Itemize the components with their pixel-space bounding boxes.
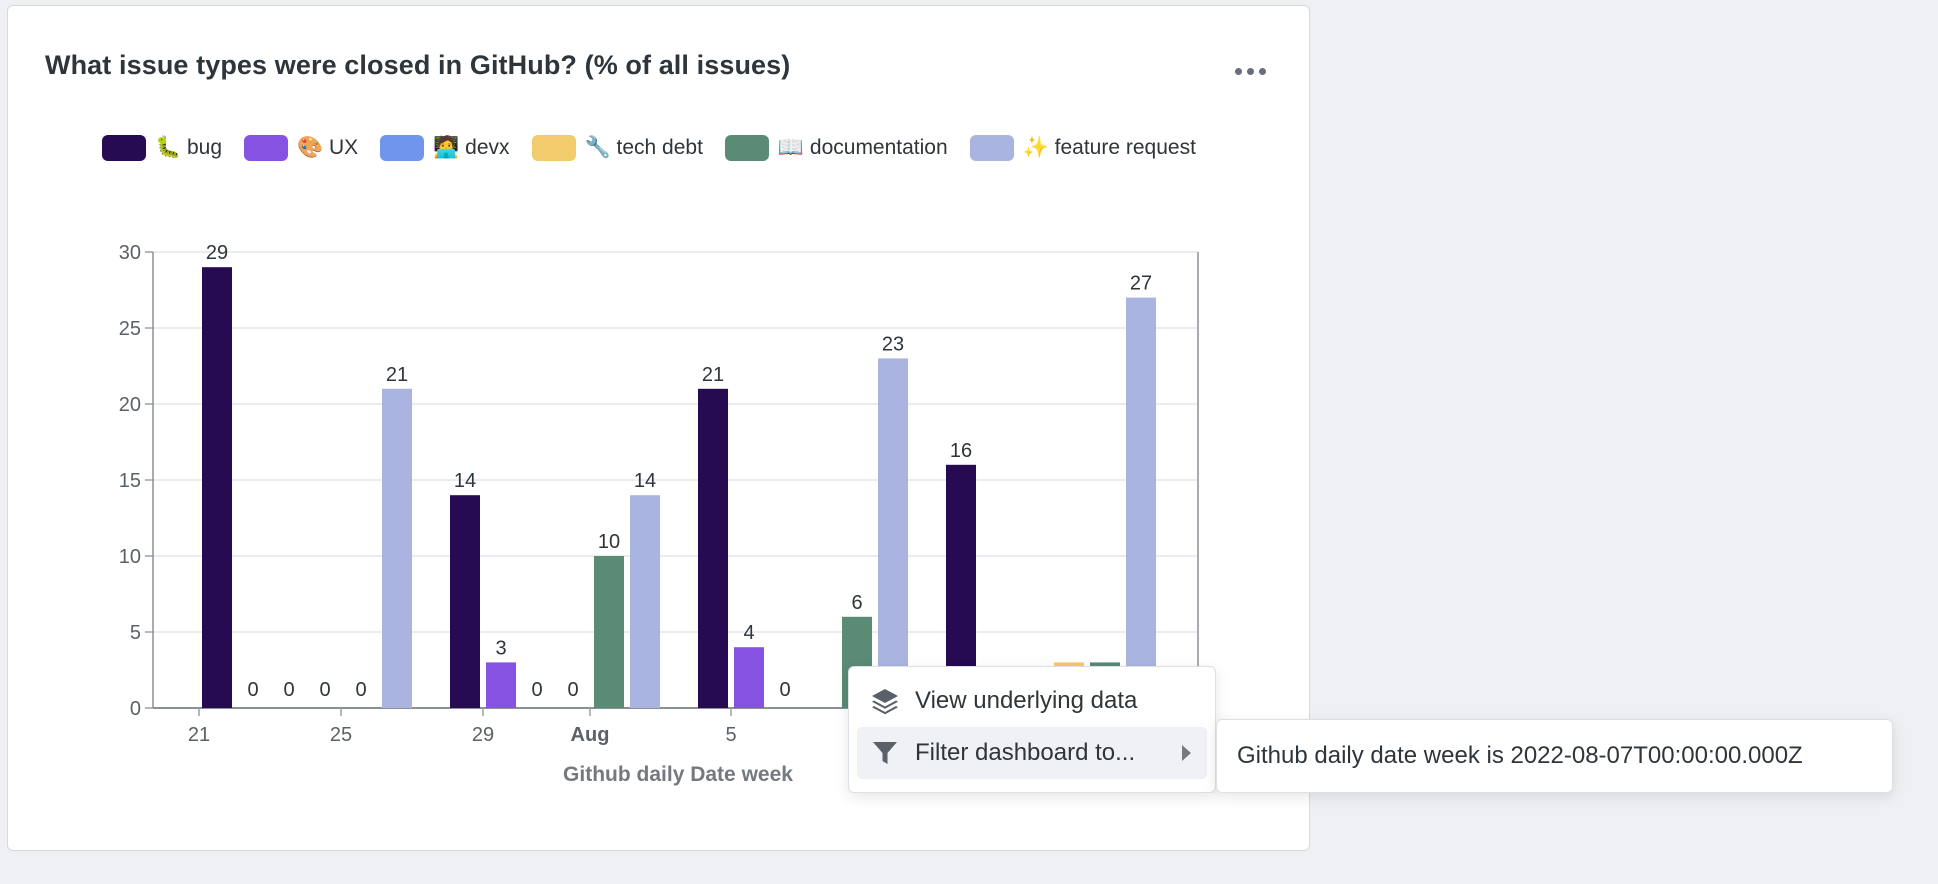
legend-item[interactable]: 🎨 UX xyxy=(244,135,358,161)
legend-label: 📖 documentation xyxy=(777,136,948,159)
funnel-icon xyxy=(869,737,901,769)
legend-label: 🐛 bug xyxy=(155,136,223,159)
view-underlying-data-item[interactable]: View underlying data xyxy=(857,675,1207,727)
legend-swatch xyxy=(244,135,289,161)
bar xyxy=(734,647,764,708)
y-tick-label: 0 xyxy=(130,698,141,720)
legend-item[interactable]: 📖 documentation xyxy=(724,135,948,161)
filter-option-date-week[interactable]: Github daily date week is 2022-08-07T00:… xyxy=(1237,742,1803,769)
x-tick-label: Aug xyxy=(571,724,610,746)
data-label: 14 xyxy=(634,470,656,492)
data-label: 0 xyxy=(355,679,366,701)
ellipsis-icon[interactable] xyxy=(1230,56,1270,86)
data-label: 6 xyxy=(851,592,862,614)
data-label: 0 xyxy=(319,679,330,701)
data-label: 0 xyxy=(247,679,258,701)
bar xyxy=(450,495,480,708)
dot xyxy=(1258,67,1266,75)
y-tick-label: 30 xyxy=(119,242,141,264)
legend-item[interactable]: ✨ feature request xyxy=(969,135,1196,161)
legend-swatch xyxy=(969,135,1014,161)
legend-item[interactable]: 🧑‍💻 devx xyxy=(380,135,510,161)
chart-legend: 🐛 bug 🎨 UX 🧑‍💻 devx 🔧 tech debt 📖 documentat… xyxy=(102,132,1196,164)
data-label: 0 xyxy=(531,679,542,701)
data-label: 23 xyxy=(882,333,904,355)
legend-label: 🎨 UX xyxy=(297,136,359,159)
legend-label: ✨ feature request xyxy=(1022,136,1196,159)
dot xyxy=(1246,67,1254,75)
data-label: 4 xyxy=(743,622,754,644)
data-label: 21 xyxy=(386,364,408,386)
y-tick-label: 15 xyxy=(119,470,141,492)
legend-item[interactable]: 🐛 bug xyxy=(102,135,222,161)
bar xyxy=(486,662,516,708)
data-label: 0 xyxy=(779,679,790,701)
data-label: 0 xyxy=(283,679,294,701)
chevron-right-icon xyxy=(1182,745,1191,761)
y-tick-label: 10 xyxy=(119,546,141,568)
y-tick-label: 25 xyxy=(119,318,141,340)
legend-swatch xyxy=(380,135,425,161)
x-tick-label: 25 xyxy=(330,724,352,746)
legend-swatch xyxy=(531,135,576,161)
data-label: 27 xyxy=(1130,273,1152,295)
data-label: 29 xyxy=(206,242,228,264)
context-menu: View underlying data Filter dashboard to… xyxy=(848,666,1216,793)
y-tick-label: 5 xyxy=(130,622,141,644)
bar xyxy=(878,358,908,708)
bar xyxy=(698,388,728,708)
data-label: 14 xyxy=(454,470,476,492)
bar xyxy=(594,556,624,708)
data-label: 21 xyxy=(702,364,724,386)
data-label: 16 xyxy=(950,440,972,462)
legend-swatch xyxy=(724,135,769,161)
legend-label: 🧑‍💻 devx xyxy=(433,136,510,159)
y-tick-label: 20 xyxy=(119,394,141,416)
x-tick-label: 29 xyxy=(472,724,494,746)
bar xyxy=(630,495,660,708)
x-tick-label: 21 xyxy=(188,724,210,746)
bar xyxy=(1126,297,1156,708)
menu-item-label: View underlying data xyxy=(915,687,1138,714)
legend-swatch xyxy=(102,135,146,161)
layers-icon xyxy=(869,685,901,717)
data-label: 0 xyxy=(567,679,578,701)
data-label: 10 xyxy=(598,531,620,553)
legend-item[interactable]: 🔧 tech debt xyxy=(531,135,703,161)
filter-dashboard-item[interactable]: Filter dashboard to... xyxy=(857,727,1207,779)
x-axis-label: Github daily Date week xyxy=(563,763,793,786)
x-tick-label: 5 xyxy=(725,724,736,746)
card-title: What issue types were closed in GitHub? … xyxy=(45,50,791,80)
legend-label: 🔧 tech debt xyxy=(584,136,703,159)
bar xyxy=(202,267,232,708)
filter-submenu: Github daily date week is 2022-08-07T00:… xyxy=(1216,719,1893,793)
data-label: 3 xyxy=(495,637,506,659)
dot xyxy=(1234,67,1242,75)
menu-item-label: Filter dashboard to... xyxy=(915,739,1136,766)
bar xyxy=(382,388,412,708)
